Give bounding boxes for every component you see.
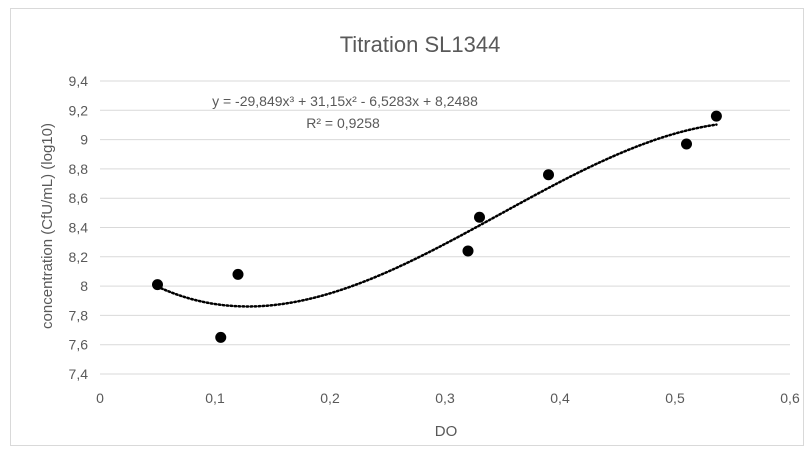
y-tick-label: 8,2 xyxy=(69,249,89,265)
data-point xyxy=(152,279,163,291)
y-tick-label: 7,8 xyxy=(69,307,89,323)
y-tick-label: 8,6 xyxy=(69,190,89,206)
trendline-layer xyxy=(156,123,718,308)
data-point xyxy=(215,331,227,343)
x-tick-label: 0,4 xyxy=(550,390,570,406)
x-tick-label: 0,2 xyxy=(320,390,340,406)
x-axis-label: DO xyxy=(435,423,458,440)
x-tick-label: 0 xyxy=(96,390,104,406)
data-point xyxy=(681,138,692,150)
data-point xyxy=(710,110,722,122)
x-tick-label: 0,3 xyxy=(435,390,455,406)
y-tick-label: 9 xyxy=(80,132,88,148)
chart-title: Titration SL1344 xyxy=(340,32,501,57)
data-point xyxy=(462,245,474,257)
points-layer xyxy=(152,110,722,343)
data-point xyxy=(474,211,485,223)
y-tick-label: 7,4 xyxy=(69,366,89,382)
y-tick-label: 8 xyxy=(80,278,88,294)
y-axis-label: concentration (CfU/mL) (log10) xyxy=(39,123,56,329)
data-point xyxy=(543,169,554,181)
trendline-r-squared: R² = 0,9258 xyxy=(306,115,380,131)
x-tick-label: 0,1 xyxy=(205,390,225,406)
y-tick-label: 8,4 xyxy=(69,220,89,236)
x-tick-label: 0,5 xyxy=(665,390,685,406)
trendline-equation: y = -29,849x³ + 31,15x² - 6,5283x + 8,24… xyxy=(212,93,478,109)
grid-layer xyxy=(100,80,790,375)
trendline-path xyxy=(156,123,718,308)
axis-layer: 7,4 7,6 7,8 8 8,2 8,4 8,6 8,8 9 9,2 9,4 0 0,1 0,2 0,3 0… xyxy=(69,73,800,406)
data-point xyxy=(232,268,244,280)
y-tick-label: 8,8 xyxy=(69,161,89,177)
x-tick-label: 0,6 xyxy=(780,390,800,406)
y-tick-label: 7,6 xyxy=(69,337,89,353)
y-tick-label: 9,4 xyxy=(69,73,89,89)
chart-border xyxy=(10,8,804,446)
y-tick-label: 9,2 xyxy=(69,102,89,118)
